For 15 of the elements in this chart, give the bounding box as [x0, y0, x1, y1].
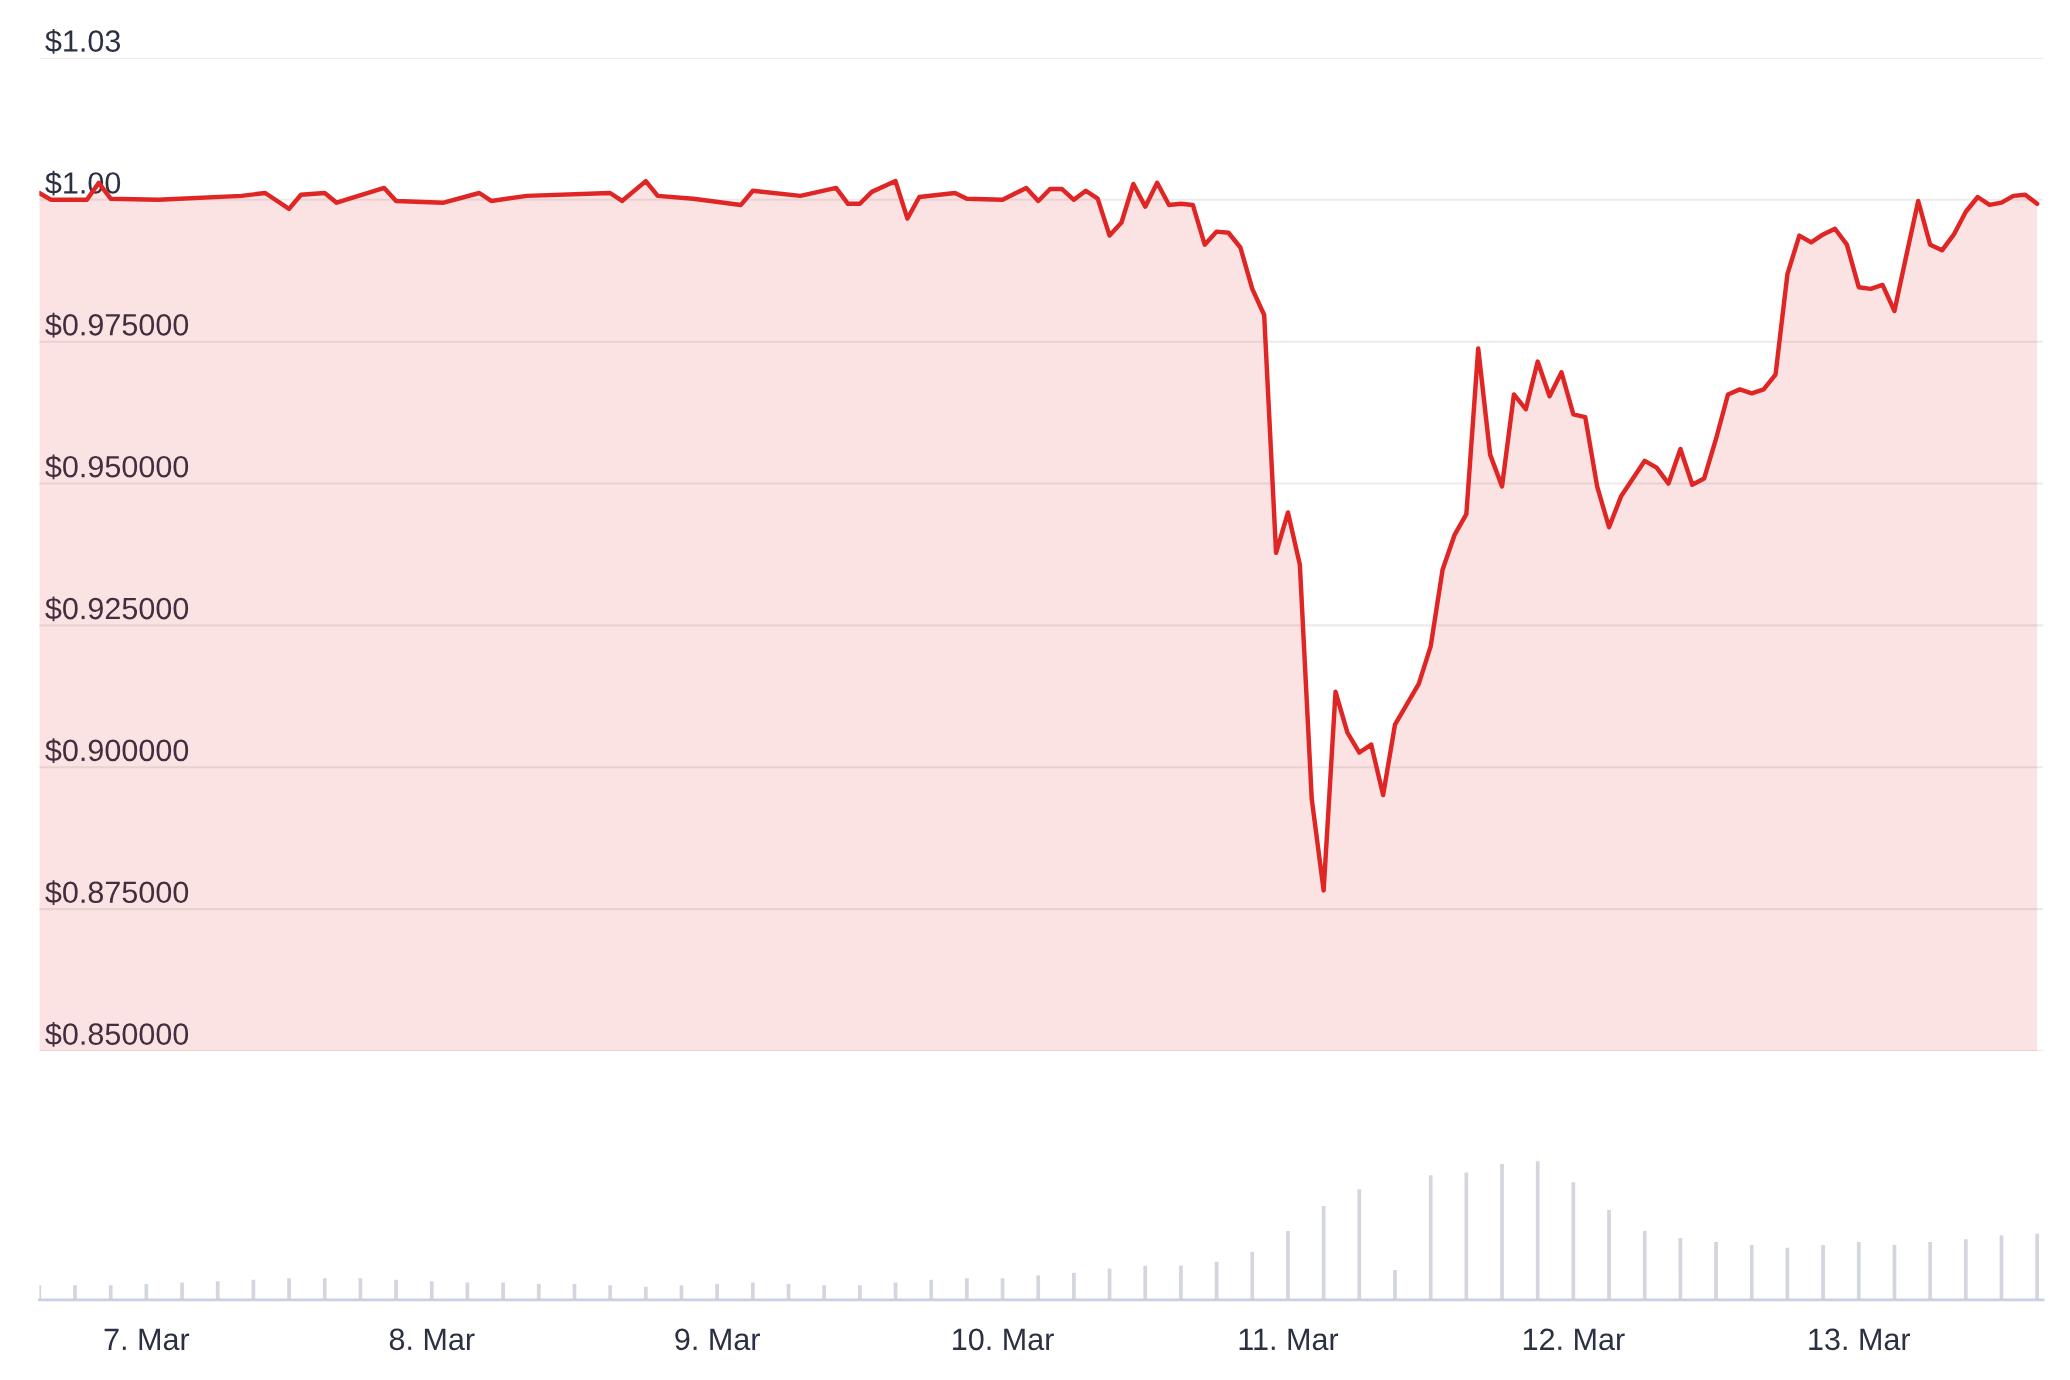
x-tick-label: 13. Mar — [1809, 1328, 1911, 1351]
y-tick-label: $1.00 — [45, 170, 121, 196]
x-tick-label: 7. Mar — [104, 1328, 190, 1351]
y-tick-label: $0.975000 — [45, 312, 189, 338]
x-tick-label: 12. Mar — [1523, 1328, 1625, 1351]
x-tick-label: 9. Mar — [675, 1328, 760, 1351]
y-tick-label: $0.850000 — [45, 1022, 189, 1047]
y-tick-label: $0.925000 — [45, 596, 189, 622]
x-tick-label: 11. Mar — [1239, 1328, 1339, 1351]
x-tick-label: 8. Mar — [389, 1328, 475, 1351]
y-tick-label: $0.950000 — [45, 454, 189, 480]
y-tick-label: $0.900000 — [45, 738, 189, 764]
y-tick-label: $1.03 — [45, 29, 121, 54]
x-tick-label: 10. Mar — [953, 1328, 1054, 1351]
y-tick-label: $0.875000 — [45, 880, 189, 905]
